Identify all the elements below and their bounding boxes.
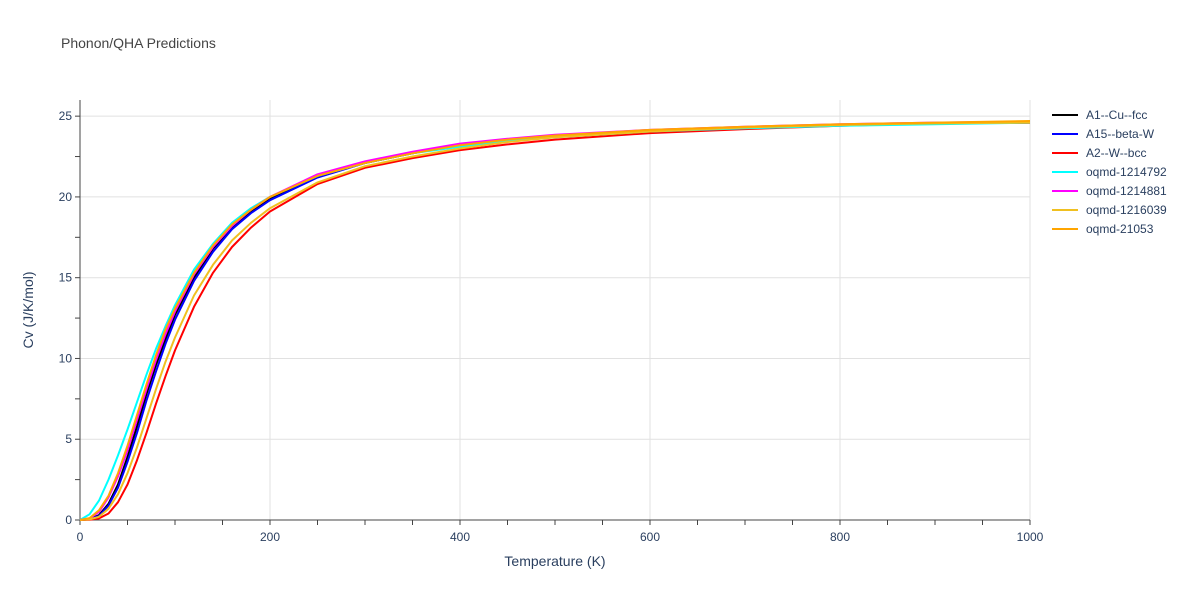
series-line-0: [79, 121, 1031, 521]
y-tick-label: 10: [59, 351, 73, 365]
legend-item[interactable]: oqmd-1216039: [1052, 200, 1167, 219]
legend-swatch: [1052, 132, 1078, 135]
series-line-3: [79, 121, 1031, 521]
series-line-5: [79, 121, 1031, 521]
y-tick-label: 0: [65, 513, 72, 527]
axis-layer: 0 200 400 600 800 1000 0 5 10 15 20 25: [59, 100, 1044, 544]
series-line-4: [79, 120, 1031, 521]
y-tick-label: 15: [59, 271, 73, 285]
series-line-1: [79, 121, 1031, 521]
series-layer: [79, 120, 1031, 521]
legend-item[interactable]: A15--beta-W: [1052, 124, 1167, 143]
legend-item[interactable]: oqmd-1214792: [1052, 162, 1167, 181]
x-tick-label: 1000: [1017, 530, 1044, 544]
y-axis-title: Cv (J/K/mol): [20, 271, 36, 349]
grid-layer: [80, 100, 1031, 520]
x-tick-label: 800: [830, 530, 850, 544]
legend-item[interactable]: A2--W--bcc: [1052, 143, 1167, 162]
x-tick-label: 400: [450, 530, 470, 544]
x-tick-label: 0: [77, 530, 84, 544]
legend-swatch: [1052, 208, 1078, 211]
y-tick-label: 5: [65, 432, 72, 446]
y-tick-label: 20: [59, 190, 73, 204]
legend-swatch: [1052, 170, 1078, 173]
legend-label: A2--W--bcc: [1086, 145, 1147, 160]
legend-swatch: [1052, 227, 1078, 230]
x-tick-label: 600: [640, 530, 660, 544]
legend-item[interactable]: oqmd-1214881: [1052, 181, 1167, 200]
series-line-2: [79, 121, 1031, 521]
y-tick-label: 25: [59, 109, 73, 123]
legend-item[interactable]: oqmd-21053: [1052, 219, 1167, 238]
legend-label: oqmd-1214792: [1086, 164, 1167, 179]
legend-label: A1--Cu--fcc: [1086, 107, 1148, 122]
chart-title: Phonon/QHA Predictions: [61, 35, 216, 51]
legend-swatch: [1052, 151, 1078, 154]
legend-swatch: [1052, 189, 1078, 192]
series-line-6: [79, 120, 1031, 521]
legend-item[interactable]: A1--Cu--fcc: [1052, 105, 1167, 124]
x-tick-label: 200: [260, 530, 280, 544]
legend-label: A15--beta-W: [1086, 126, 1155, 141]
legend-label: oqmd-1214881: [1086, 183, 1167, 198]
legend-label: oqmd-21053: [1086, 221, 1154, 236]
legend: A1--Cu--fcc A15--beta-W A2--W--bcc oqmd-121…: [1052, 105, 1167, 238]
x-axis-title: Temperature (K): [504, 553, 606, 569]
legend-label: oqmd-1216039: [1086, 202, 1167, 217]
legend-swatch: [1052, 113, 1078, 116]
